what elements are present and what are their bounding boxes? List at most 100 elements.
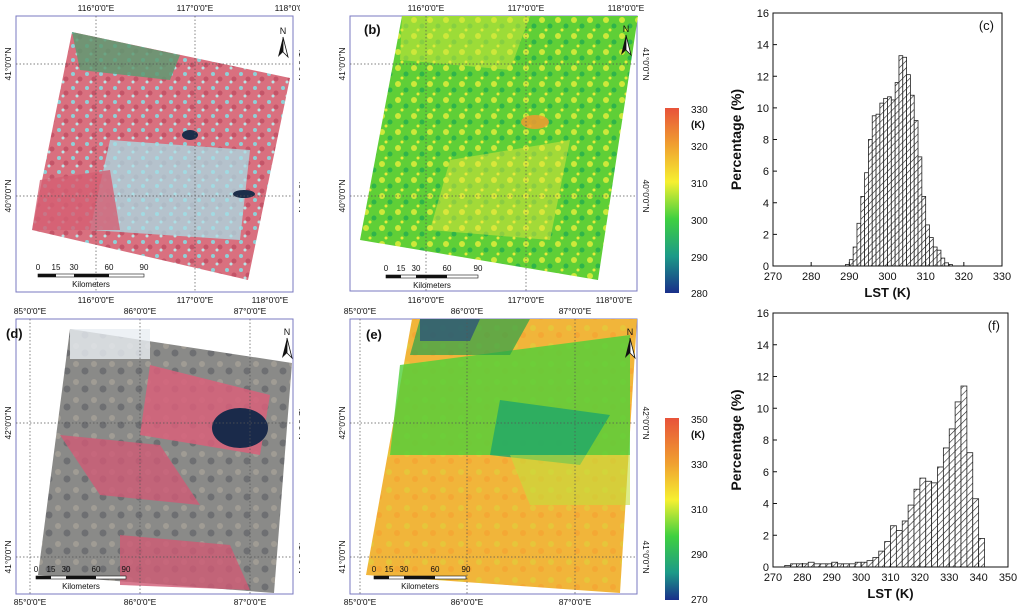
x-tick-label: 340 [969, 572, 987, 584]
map-panel-b: (b) 116°0'0"E 117°0'0"E 118°0'0"E 116°0'… [330, 0, 710, 305]
svg-text:60: 60 [92, 565, 101, 574]
x-tick-label: 280 [793, 572, 811, 584]
scale-bar-e: 0 15 30 60 90 Kilometers [372, 565, 471, 591]
svg-text:87°0'0"E: 87°0'0"E [234, 597, 267, 607]
lat-label-a-2r: 40°0'0"N [297, 179, 300, 212]
svg-text:41°0'0"N: 41°0'0"N [297, 540, 300, 573]
y-tick-label: 14 [757, 340, 769, 352]
histogram-c: 270 280 290 300 310 320 330 0 2 4 6 8 10 12 14 16 LST (K… [728, 8, 1011, 300]
svg-text:0: 0 [372, 565, 377, 574]
y-axis-label: Percentage (%) [728, 389, 744, 490]
x-tick-label: 300 [878, 271, 896, 283]
svg-text:60: 60 [431, 565, 440, 574]
lon-label-a-1: 116°0'0"E [78, 3, 115, 13]
x-tick-label: 290 [840, 271, 858, 283]
x-axis-label: LST (K) [864, 285, 910, 300]
svg-text:0: 0 [36, 263, 41, 272]
x-tick-label: 320 [911, 572, 929, 584]
svg-text:N: N [627, 327, 634, 337]
svg-text:Kilometers: Kilometers [401, 582, 439, 591]
map-panel-d: (d) 85°0'0"E 86°0'0"E 87°0'0"E 85°0'0"E … [0, 305, 300, 610]
svg-text:116°0'0"E: 116°0'0"E [408, 295, 445, 305]
svg-text:86°0'0"E: 86°0'0"E [124, 597, 157, 607]
lst-image-e [366, 319, 637, 593]
svg-text:41°0'0"N: 41°0'0"N [337, 540, 347, 573]
y-tick-label: 6 [763, 467, 769, 479]
lon-label-a-1b: 116°0'0"E [78, 295, 115, 305]
y-tick-label: 8 [763, 435, 769, 447]
north-arrow-b: N [621, 24, 632, 57]
x-tick-label: 280 [802, 271, 820, 283]
histogram-bar [831, 561, 839, 568]
lat-label-a-1: 41°0'0"N [3, 47, 13, 80]
scale-bar-b: 0 15 30 60 90 Kilometers [384, 264, 483, 290]
svg-text:87°0'0"E: 87°0'0"E [559, 597, 592, 607]
svg-text:86°0'0"E: 86°0'0"E [451, 306, 484, 316]
x-tick-label: 330 [940, 572, 958, 584]
map-frame-d [15, 318, 294, 595]
svg-text:41°0'0"N: 41°0'0"N [641, 47, 651, 80]
y-tick-label: 4 [763, 499, 769, 511]
histogram-bar [854, 561, 862, 568]
histogram-bar [860, 196, 866, 267]
colorbar-e: 350 (K) 330 310 290 270 [665, 415, 708, 606]
histogram-bar [872, 557, 880, 568]
svg-text:60: 60 [443, 264, 452, 273]
y-tick-label: 4 [763, 198, 769, 210]
svg-text:87°0'0"E: 87°0'0"E [234, 306, 267, 316]
histogram-bar [898, 55, 904, 267]
svg-text:30: 30 [62, 565, 71, 574]
svg-text:40°0'0"N: 40°0'0"N [337, 179, 347, 212]
svg-text:118°0'0"E: 118°0'0"E [608, 3, 645, 13]
svg-text:15: 15 [385, 565, 394, 574]
map-frame-a [15, 15, 294, 293]
y-tick-label: 12 [757, 372, 769, 384]
histogram-bar [966, 452, 974, 568]
map-panel-e: (e) 85°0'0"E 86°0'0"E 87°0'0"E 85°0'0"E … [330, 305, 710, 610]
map-panel-a: 116°0'0"E 117°0'0"E 118°0'0"E 116°0'0"E … [0, 0, 300, 305]
svg-text:118°0'0"E: 118°0'0"E [596, 295, 633, 305]
y-tick-label: 16 [757, 8, 769, 20]
svg-text:320: 320 [691, 142, 708, 153]
histogram-bar [807, 561, 815, 568]
histogram-bar [925, 224, 930, 267]
x-tick-label: 310 [881, 572, 899, 584]
histogram-bar [871, 115, 877, 267]
svg-text:Kilometers: Kilometers [72, 280, 110, 289]
x-tick-label: 300 [852, 572, 870, 584]
svg-text:42°0'0"N: 42°0'0"N [337, 406, 347, 439]
panel-label-d: (d) [6, 326, 23, 341]
svg-text:0: 0 [384, 264, 389, 273]
x-tick-label: 310 [916, 271, 934, 283]
svg-text:41°0'0"N: 41°0'0"N [337, 47, 347, 80]
svg-text:N: N [284, 327, 291, 337]
scale-bar-a: 0 15 30 60 90 Kilometers [36, 263, 149, 289]
histogram-bar [929, 237, 934, 267]
svg-text:N: N [280, 26, 287, 36]
y-tick-label: 8 [763, 135, 769, 147]
histogram-bar [937, 466, 944, 568]
svg-text:85°0'0"E: 85°0'0"E [344, 597, 377, 607]
histogram-bar [931, 482, 938, 568]
histogram-bar [936, 249, 942, 267]
y-tick-label: 6 [763, 166, 769, 178]
y-tick-label: 0 [763, 562, 769, 574]
histogram-bar [921, 196, 927, 267]
svg-text:85°0'0"E: 85°0'0"E [14, 597, 47, 607]
histogram-bar [879, 102, 885, 267]
svg-text:30: 30 [70, 263, 79, 272]
svg-text:42°0'0"N: 42°0'0"N [641, 406, 651, 439]
histogram-f: 270 280 290 300 310 320 330 340 350 0 2 4 6 8 10 12 14 16… [728, 308, 1017, 601]
svg-text:87°0'0"E: 87°0'0"E [559, 306, 592, 316]
svg-text:30: 30 [412, 264, 421, 273]
x-axis-label: LST (K) [867, 586, 913, 601]
histogram-bar [942, 447, 950, 568]
svg-text:310: 310 [691, 179, 708, 190]
svg-text:30: 30 [400, 565, 409, 574]
svg-text:86°0'0"E: 86°0'0"E [451, 597, 484, 607]
histogram-bar [848, 259, 854, 267]
y-tick-label: 16 [757, 308, 769, 320]
svg-text:(K): (K) [691, 430, 705, 441]
x-tick-label: 350 [999, 572, 1017, 584]
histogram-bar [948, 428, 956, 568]
